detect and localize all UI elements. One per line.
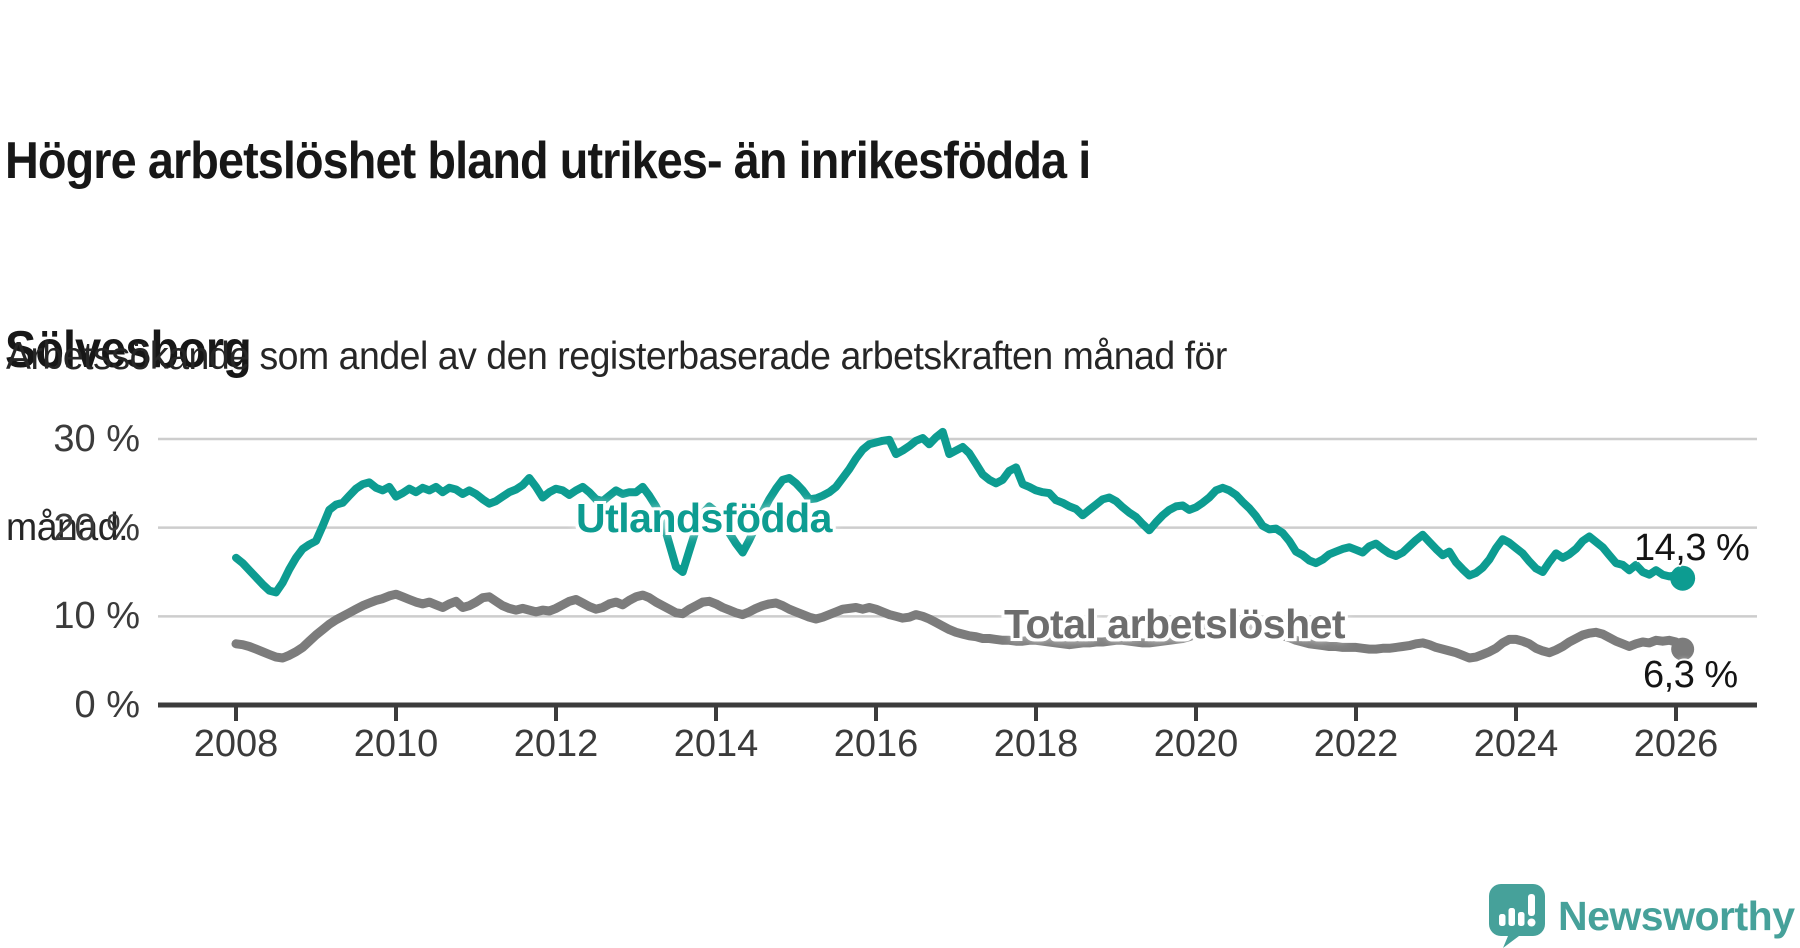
x-tick-label-2014: 2014	[673, 723, 759, 765]
end-value-label-utlandsfodda: 14,3 %	[1634, 527, 1750, 569]
end-dot-total-arbetsloshet	[1671, 637, 1695, 661]
x-axis-ticks	[234, 705, 1678, 721]
y-tick-label-10: 10 %	[53, 595, 140, 638]
subtitle-line-1: Arbetssökande som andel av den registerb…	[6, 335, 1227, 378]
x-tick-label-2024: 2024	[1473, 723, 1559, 765]
speech-bubble-shape	[1489, 884, 1545, 948]
title-line-2: Sölvesborg	[5, 321, 252, 379]
y-tick-label-20: 20 %	[53, 506, 140, 549]
x-tick-label-2022: 2022	[1313, 723, 1399, 765]
x-tick-label-2008: 2008	[193, 723, 279, 765]
line-total-arbetsloshet	[231, 589, 1688, 663]
chart-subtitle: Arbetssökande som andel av den registerb…	[6, 214, 1227, 613]
end-value-label-total: 6,3 %	[1643, 654, 1738, 696]
exclamation-dot	[1527, 918, 1536, 927]
series-label-utlandsfodda: Utlandsfödda	[576, 495, 832, 541]
line-utlandsfodda	[232, 427, 1687, 597]
page-title: Högre arbetslöshet bland utrikes- än inr…	[5, 4, 1091, 445]
series-label-total-arbetsloshet: Total arbetslöshet	[1004, 601, 1346, 647]
bar-2	[1508, 908, 1515, 926]
x-tick-label-2020: 2020	[1153, 723, 1239, 765]
brand-name: Newsworthy	[1558, 892, 1795, 939]
x-tick-label-2016: 2016	[833, 723, 919, 765]
x-tick-label-2010: 2010	[353, 723, 439, 765]
bar-1	[1499, 914, 1506, 926]
x-tick-label-2012: 2012	[513, 723, 599, 765]
newsworthy-branding: Newsworthy	[1489, 884, 1795, 948]
x-tick-label-2018: 2018	[993, 723, 1079, 765]
bar-3	[1518, 912, 1525, 926]
newsworthy-logo-icon	[1489, 884, 1545, 948]
gridlines	[158, 437, 1757, 618]
title-line-1: Högre arbetslöshet bland utrikes- än inr…	[5, 132, 1091, 190]
y-tick-label-0: 0 %	[74, 684, 140, 726]
y-tick-label-30: 30 %	[53, 418, 140, 460]
data-series-lines	[231, 427, 1696, 663]
exclamation-stem	[1528, 894, 1535, 916]
subtitle-line-2: månad.	[6, 506, 129, 549]
end-dot-utlandsfodda	[1670, 565, 1696, 591]
x-tick-label-2026: 2026	[1633, 723, 1719, 765]
